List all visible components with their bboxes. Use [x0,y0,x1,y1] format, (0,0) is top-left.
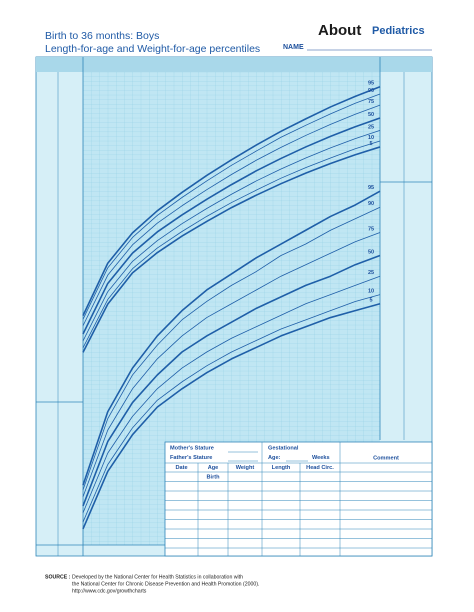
percentile-curve [82,104,381,326]
percentile-curve [82,232,381,497]
table-header: Age [208,465,219,471]
table-header: Weight [236,465,255,471]
source-line: http://www.cdc.gov/growthcharts [72,588,147,594]
table-label: Comment [373,455,399,461]
percentile-curve [82,93,381,320]
percentile-label: 25 [368,124,374,130]
percentile-label: 25 [368,270,374,276]
table-cell: Birth [206,474,220,480]
source-label: SOURCE : [45,574,71,580]
percentile-curve [82,275,381,513]
table-label: Mother's Stature [170,445,214,451]
record-table: Mother's Stature Father's Stature Gestat… [164,441,433,557]
percentile-label: 75 [368,226,374,232]
source-line: the National Center for Chronic Disease … [72,581,259,587]
logo-brand: About [318,22,361,39]
top-band [36,57,432,72]
percentile-label: 50 [368,249,374,255]
table-label: Father's Stature [170,455,212,461]
table-label: Age: [268,455,281,461]
percentile-curve [82,117,381,335]
percentile-label: 75 [368,99,374,105]
percentile-curve [82,206,381,490]
table-label: Weeks [312,455,330,461]
percentile-curve [82,302,381,530]
percentile-label: 90 [368,201,374,207]
percentile-curve [82,130,381,342]
percentile-label: 10 [368,135,374,141]
table-label: Gestational [268,445,299,451]
percentile-curve [82,140,381,348]
percentile-label: 5 [369,298,372,304]
source-line: Developed by the National Center for Hea… [72,574,243,580]
logo-section: Pediatrics [372,25,425,37]
table-header: Date [175,465,187,471]
name-label: NAME [283,44,304,51]
percentile-label: 5 [369,141,372,147]
percentile-label: 10 [368,289,374,295]
percentile-label: 50 [368,112,374,118]
percentile-curve [82,190,381,486]
percentile-curve [82,254,381,507]
percentile-curve [82,294,381,523]
percentile-label: 95 [368,185,374,191]
page-subtitle: Length-for-age and Weight-for-age percen… [45,43,260,55]
table-header: Head Circ. [306,465,334,471]
table-header: Length [272,465,291,471]
percentile-label: 90 [368,88,374,94]
percentile-curve [82,85,381,316]
percentile-curve [82,146,381,353]
percentile-label: 95 [368,81,374,87]
page-title: Birth to 36 months: Boys [45,30,159,42]
